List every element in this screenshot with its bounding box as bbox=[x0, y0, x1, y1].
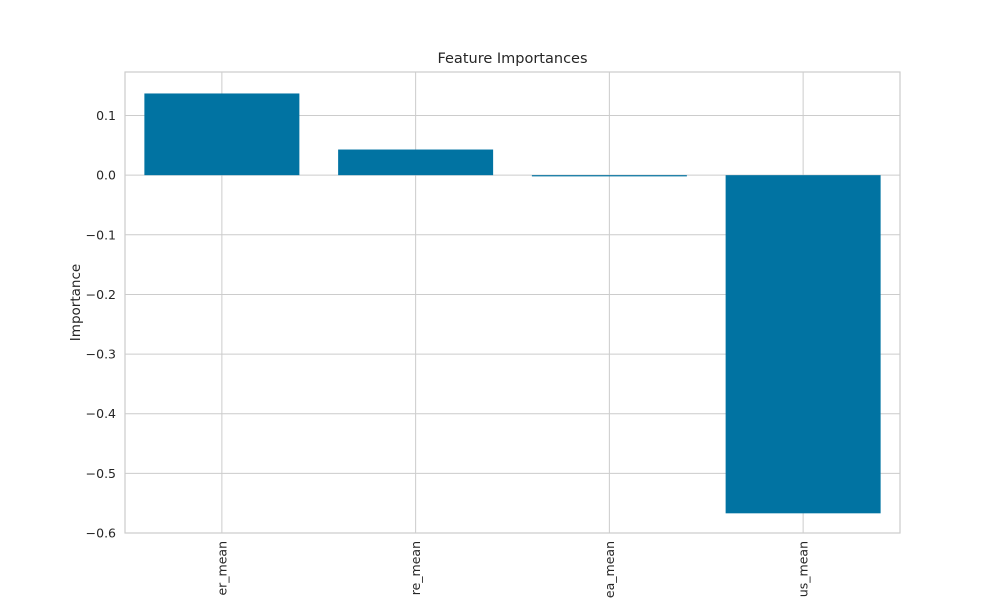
y-tick-label: 0.1 bbox=[96, 108, 116, 123]
y-tick-label: −0.1 bbox=[86, 227, 116, 242]
bar-re_mean bbox=[338, 149, 494, 176]
y-tick-label: −0.3 bbox=[86, 347, 116, 362]
x-tick-label: us_mean bbox=[796, 541, 811, 597]
y-tick-labels: 0.1 0.0 −0.1 −0.2 −0.3 −0.4 −0.5 −0.6 bbox=[86, 108, 116, 540]
chart-title: Feature Importances bbox=[437, 51, 587, 67]
y-tick-label: −0.5 bbox=[86, 466, 116, 481]
x-tick-label: ea_mean bbox=[602, 541, 617, 598]
x-tick-labels: er_mean re_mean ea_mean us_mean bbox=[214, 541, 810, 598]
x-tick-label: re_mean bbox=[408, 541, 423, 595]
bar-us_mean bbox=[725, 175, 881, 514]
y-tick-label: −0.4 bbox=[86, 406, 116, 421]
y-axis-label: Importance bbox=[68, 264, 84, 341]
grid-layer bbox=[125, 72, 900, 534]
y-tick-label: −0.2 bbox=[86, 287, 116, 302]
bar-ea_mean bbox=[531, 175, 687, 177]
bar-er_mean bbox=[144, 93, 300, 176]
y-tick-label: −0.6 bbox=[86, 526, 116, 541]
x-tick-label: er_mean bbox=[214, 541, 229, 596]
y-tick-label: 0.0 bbox=[96, 168, 116, 183]
bars-layer bbox=[144, 93, 881, 514]
plot-frame bbox=[124, 71, 901, 534]
